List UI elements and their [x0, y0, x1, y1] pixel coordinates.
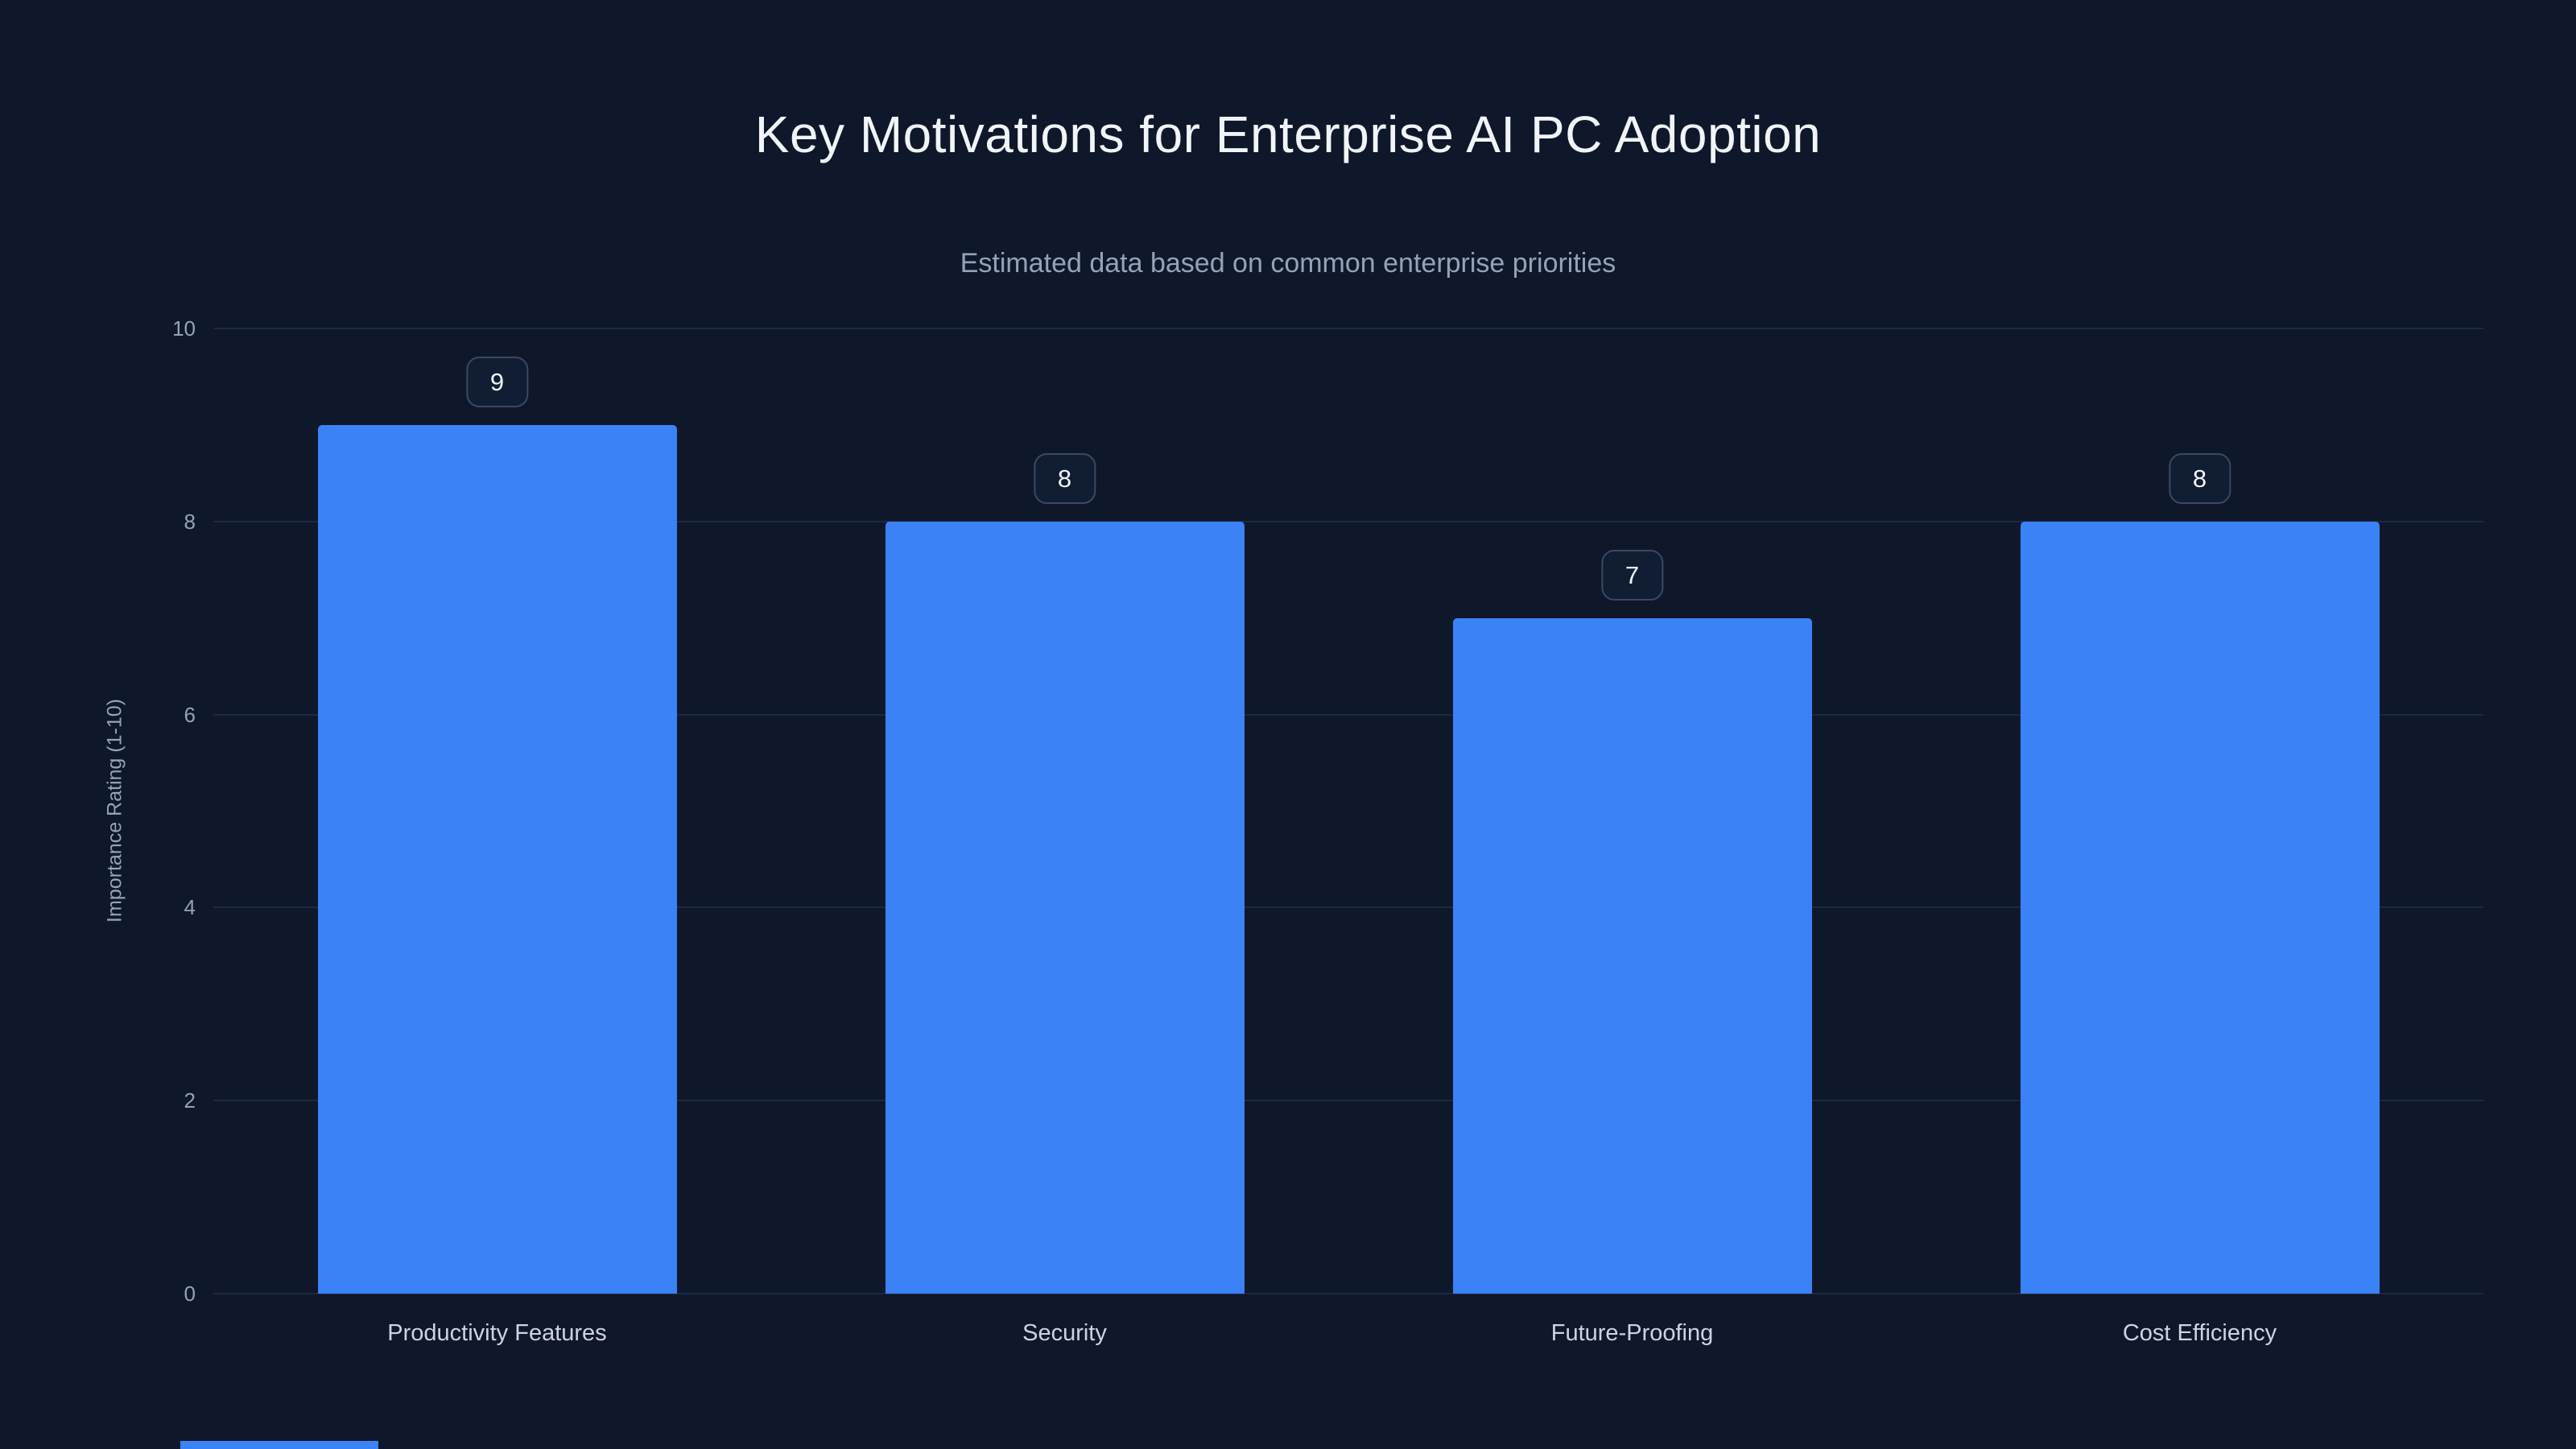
x-axis-label: Productivity Features [387, 1320, 607, 1346]
y-tick-label: 6 [184, 702, 196, 727]
bar [885, 521, 1245, 1294]
y-tick-label: 4 [184, 895, 196, 920]
value-label: 9 [465, 356, 529, 407]
chart-subtitle: Estimated data based on common enterpris… [960, 248, 1616, 279]
value-label: 8 [2168, 452, 2231, 504]
value-label: 8 [1033, 452, 1096, 504]
x-axis-labels: Productivity Features Security Future-Proo… [213, 1320, 2483, 1347]
bar [1452, 617, 1812, 1294]
gridline [213, 520, 2483, 522]
gridline [213, 1100, 2483, 1102]
x-axis-label: Future-Proofing [1550, 1320, 1714, 1346]
plot-area: 0 2 4 6 8 10 9 8 7 8 [172, 318, 2483, 1304]
bar-group: 8 [1916, 328, 2483, 1294]
bar [2020, 521, 2380, 1294]
y-tick-label: 0 [184, 1282, 196, 1306]
bar-group: 8 [781, 328, 1348, 1294]
gridline [213, 328, 2483, 329]
y-axis-title: Importance Rating (1-10) [103, 699, 126, 923]
y-tick-label: 2 [184, 1088, 196, 1113]
x-axis-label: Security [1022, 1320, 1107, 1346]
y-tick-label: 10 [172, 316, 196, 341]
bottom-left-accent [180, 1441, 378, 1449]
bars: 9 8 7 8 [213, 328, 2483, 1294]
value-label: 7 [1600, 549, 1664, 601]
bar [317, 424, 677, 1294]
gridline [213, 1293, 2483, 1294]
gridline [213, 713, 2483, 716]
y-tick-label: 8 [184, 509, 196, 534]
x-axis-label: Cost Efficiency [2122, 1320, 2277, 1346]
bar-group: 7 [1348, 328, 1916, 1294]
bar-group: 9 [213, 328, 781, 1294]
chart-title: Key Motivations for Enterprise AI PC Ado… [754, 105, 1822, 163]
gridline [213, 906, 2483, 909]
